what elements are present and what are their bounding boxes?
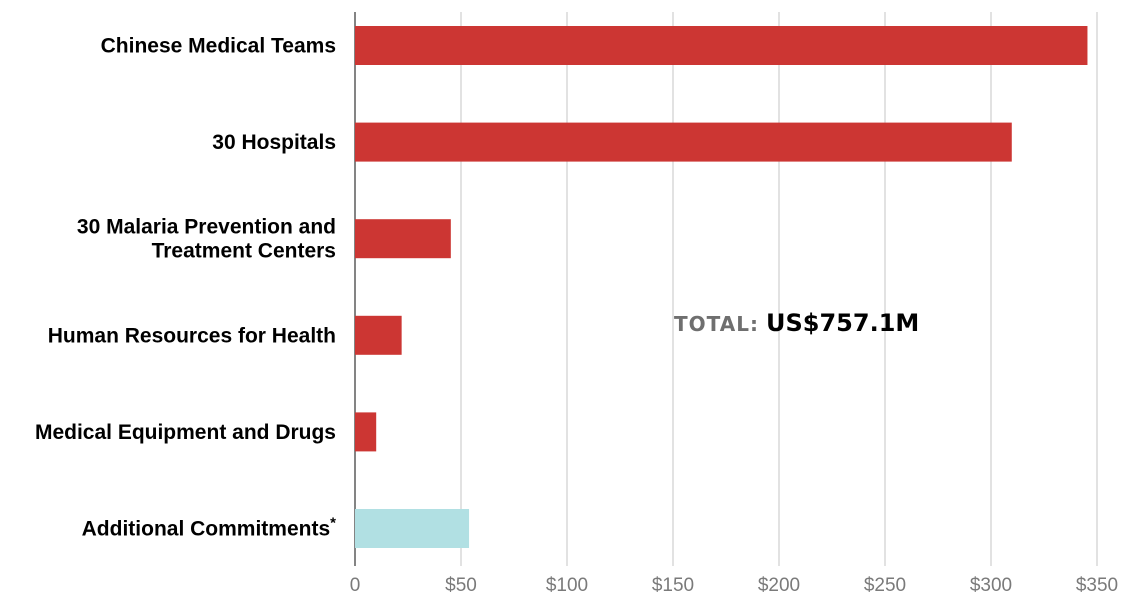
x-tick-label: 0	[350, 575, 361, 596]
x-tick-label: $100	[546, 575, 588, 596]
x-tick-label: $300	[970, 575, 1012, 596]
total-value: US$757.1M	[766, 309, 919, 337]
x-tick-label: $350	[1076, 575, 1118, 596]
gridlines	[354, 12, 1098, 566]
category-label: Treatment Centers	[152, 240, 336, 263]
category-label: Chinese Medical Teams	[101, 35, 336, 58]
bars	[355, 26, 1088, 548]
category-label: Additional Commitments*	[82, 515, 337, 541]
bar	[355, 509, 470, 548]
category-label: Human Resources for Health	[48, 324, 336, 347]
total-label: TOTAL:	[674, 312, 759, 336]
x-tick-label: $200	[758, 575, 800, 596]
x-tick-label: $150	[652, 575, 694, 596]
category-label: 30 Malaria Prevention and	[77, 216, 336, 239]
bar	[355, 26, 1088, 65]
bar	[355, 315, 402, 355]
category-label: Medical Equipment and Drugs	[35, 421, 336, 444]
category-labels: Chinese Medical Teams 30 Hospitals 30 Mala…	[35, 35, 336, 541]
x-tick-labels: 0 $50 $100 $150 $200 $250 $300 $350	[350, 575, 1118, 596]
bar	[355, 122, 1012, 162]
bar	[355, 412, 377, 452]
category-label: 30 Hospitals	[212, 131, 336, 154]
x-tick-label: $250	[864, 575, 906, 596]
x-tick-label: $50	[445, 575, 477, 596]
bar	[355, 219, 451, 259]
